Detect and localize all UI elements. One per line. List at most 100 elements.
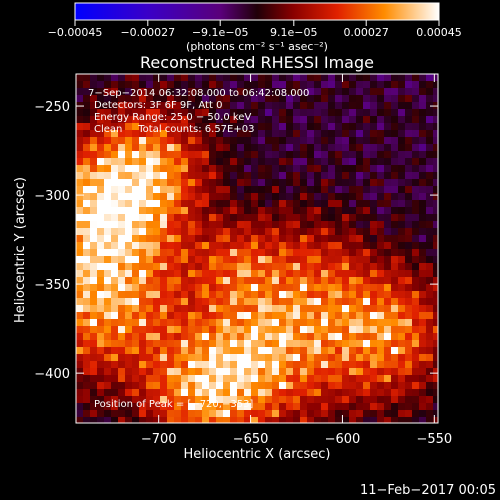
heatmap-cell (412, 158, 419, 165)
heatmap-cell (104, 221, 111, 228)
heatmap-cell (342, 165, 349, 172)
heatmap-cell (118, 228, 125, 235)
heatmap-cell (125, 361, 132, 368)
heatmap-cell (426, 375, 433, 382)
heatmap-cell (97, 347, 104, 354)
heatmap-cell (97, 319, 104, 326)
heatmap-cell (363, 179, 370, 186)
heatmap-cell (391, 144, 398, 151)
heatmap-cell (223, 200, 230, 207)
heatmap-cell (412, 305, 419, 312)
heatmap-cell (76, 382, 83, 389)
heatmap-cell (384, 207, 391, 214)
heatmap-cell (405, 333, 412, 340)
heatmap-cell (188, 354, 195, 361)
heatmap-cell (342, 116, 349, 123)
heatmap-cell (139, 221, 146, 228)
heatmap-cell (412, 193, 419, 200)
heatmap-cell (181, 340, 188, 347)
heatmap-cell (335, 102, 342, 109)
heatmap-cell (118, 396, 125, 403)
heatmap-cell (356, 312, 363, 319)
heatmap-cell (209, 263, 216, 270)
heatmap-cell (419, 123, 426, 130)
heatmap-cell (405, 172, 412, 179)
heatmap-cell (356, 95, 363, 102)
heatmap-cell (209, 130, 216, 137)
heatmap-cell (377, 312, 384, 319)
heatmap-cell (314, 368, 321, 375)
heatmap-cell (251, 207, 258, 214)
heatmap-cell (335, 200, 342, 207)
heatmap-cell (90, 298, 97, 305)
heatmap-cell (153, 81, 160, 88)
heatmap-cell (293, 214, 300, 221)
annotation-detectors: Detectors: 3F 6F 9F, Att 0 (94, 100, 222, 111)
heatmap-cell (419, 417, 426, 423)
heatmap-cell (153, 95, 160, 102)
heatmap-cell (258, 242, 265, 249)
heatmap-cell (251, 270, 258, 277)
heatmap-cell (384, 151, 391, 158)
heatmap-cell (335, 214, 342, 221)
heatmap-cell (181, 179, 188, 186)
heatmap-cell (384, 228, 391, 235)
chart-title: Reconstructed RHESSI Image (140, 53, 374, 72)
heatmap-cell (370, 193, 377, 200)
heatmap-cell (146, 235, 153, 242)
heatmap-cell (139, 95, 146, 102)
heatmap-cell (356, 200, 363, 207)
heatmap-cell (174, 368, 181, 375)
heatmap-cell (321, 326, 328, 333)
heatmap-cell (370, 88, 377, 95)
heatmap-cell (265, 340, 272, 347)
heatmap-cell (153, 270, 160, 277)
heatmap-cell (244, 389, 251, 396)
heatmap-cell (223, 130, 230, 137)
heatmap-cell (356, 151, 363, 158)
heatmap-cell (370, 368, 377, 375)
heatmap-cell (258, 144, 265, 151)
heatmap-cell (293, 109, 300, 116)
heatmap-cell (307, 305, 314, 312)
heatmap-cell (377, 270, 384, 277)
heatmap-cell (76, 326, 83, 333)
heatmap-cell (195, 228, 202, 235)
heatmap-cell (356, 158, 363, 165)
heatmap-cell (356, 396, 363, 403)
heatmap-cell (76, 340, 83, 347)
heatmap-cell (202, 81, 209, 88)
heatmap-cell (391, 158, 398, 165)
heatmap-cell (167, 123, 174, 130)
heatmap-cell (195, 123, 202, 130)
heatmap-cell (76, 291, 83, 298)
heatmap-cell (174, 151, 181, 158)
heatmap-cell (244, 179, 251, 186)
x-tick-label: −600 (325, 432, 361, 447)
heatmap-cell (433, 214, 438, 221)
heatmap-cell (153, 102, 160, 109)
heatmap-cell (384, 165, 391, 172)
heatmap-cell (209, 193, 216, 200)
heatmap-cell (174, 200, 181, 207)
heatmap-cell (174, 74, 181, 81)
heatmap-cell (223, 193, 230, 200)
heatmap-cell (419, 81, 426, 88)
heatmap-cell (293, 242, 300, 249)
heatmap-cell (146, 403, 153, 410)
heatmap-cell (419, 361, 426, 368)
heatmap-cell (195, 116, 202, 123)
heatmap-cell (237, 270, 244, 277)
heatmap-cell (412, 137, 419, 144)
heatmap-cell (76, 270, 83, 277)
heatmap-cell (202, 277, 209, 284)
heatmap-cell (181, 158, 188, 165)
heatmap-cell (258, 221, 265, 228)
heatmap-cell (258, 305, 265, 312)
heatmap-cell (139, 389, 146, 396)
heatmap-cell (342, 158, 349, 165)
heatmap-cell (104, 291, 111, 298)
heatmap-cell (335, 109, 342, 116)
heatmap-cell (398, 74, 405, 81)
heatmap-cell (167, 95, 174, 102)
